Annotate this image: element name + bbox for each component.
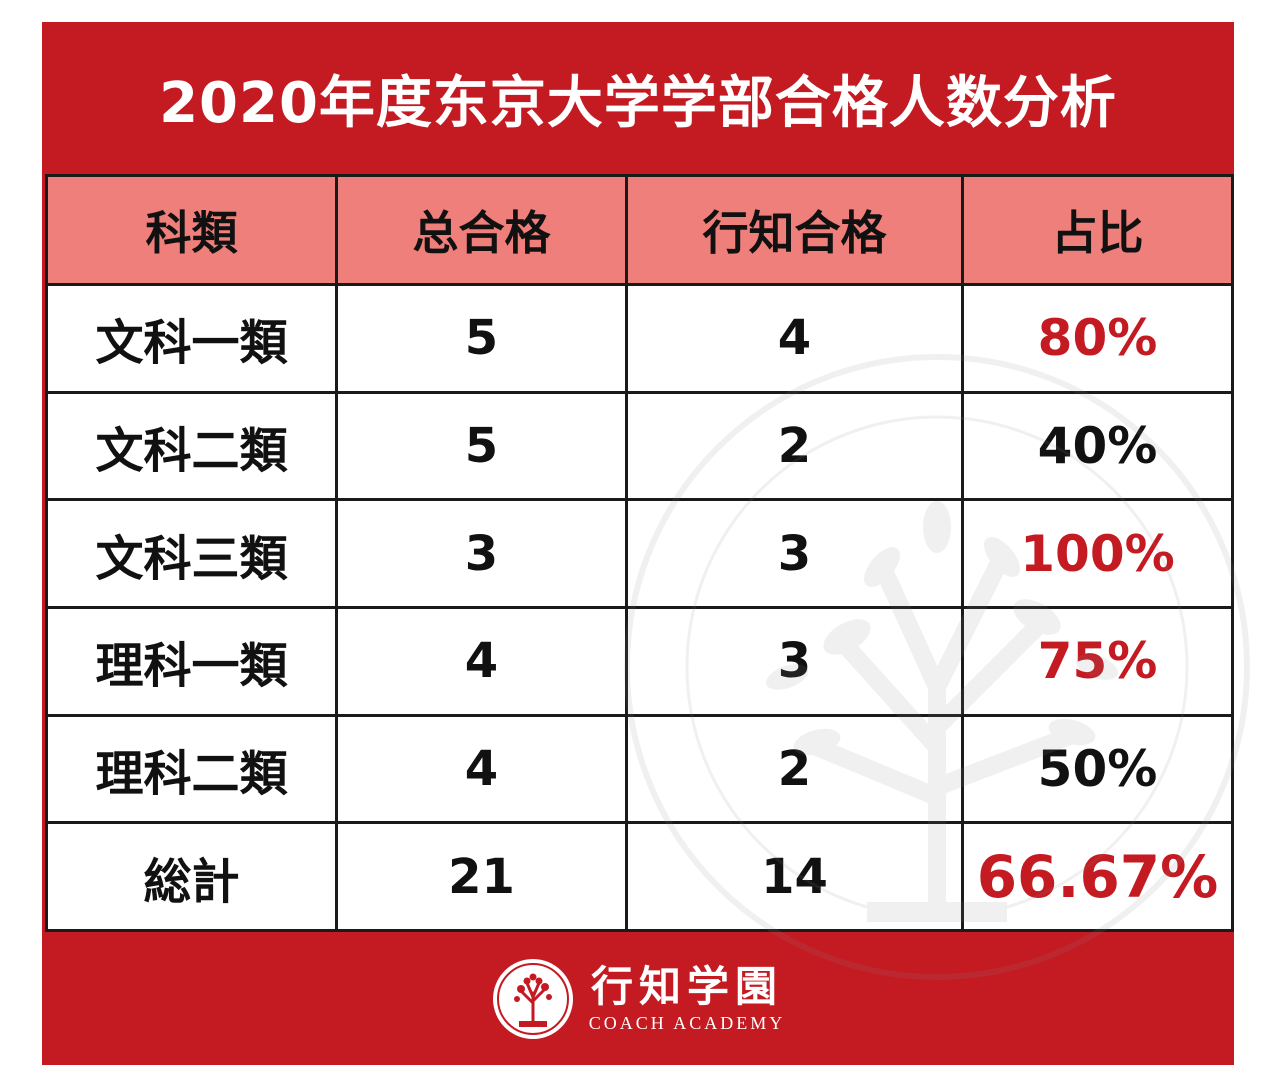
ratio-cell: 75%: [961, 605, 1234, 717]
table-header-row: 科類 总合格 行知合格 占比: [45, 174, 1234, 286]
coach-cell: 3: [625, 605, 964, 717]
coach-cell: 3: [625, 498, 964, 609]
category-cell: 文科二類: [45, 390, 338, 502]
brand-text: 行知学園 COACH ACADEMY: [589, 963, 786, 1034]
total-cell: 5: [335, 390, 628, 502]
page-title: 2020年度东京大学学部合格人数分析: [159, 70, 1117, 136]
column-header-ratio: 占比: [961, 174, 1234, 286]
table-row-total: 総計 21 14 66.67%: [45, 821, 1234, 932]
brand-name-cn: 行知学園: [590, 962, 783, 1011]
table-row: 文科二類 5 2 40%: [45, 390, 1234, 502]
ratio-cell: 100%: [961, 498, 1234, 609]
coach-cell: 2: [625, 713, 964, 825]
table-row: 理科二類 4 2 50%: [45, 713, 1234, 825]
tree-seal-icon: [492, 958, 573, 1039]
ratio-cell: 66.67%: [961, 821, 1234, 932]
table-row: 文科一類 5 4 80%: [45, 283, 1234, 394]
brand-name-en: COACH ACADEMY: [588, 1013, 786, 1033]
total-cell: 4: [335, 605, 628, 717]
column-header-total: 总合格: [335, 174, 628, 286]
category-cell: 文科一類: [45, 283, 338, 394]
column-header-category: 科類: [45, 174, 338, 286]
total-cell: 21: [335, 821, 628, 932]
total-cell: 3: [335, 498, 628, 609]
coach-cell: 4: [625, 283, 964, 394]
table-row: 文科三類 3 3 100%: [45, 498, 1234, 609]
footer-brand: 行知学園 COACH ACADEMY: [42, 932, 1234, 1065]
category-cell: 理科二類: [45, 713, 338, 825]
ratio-cell: 80%: [961, 283, 1234, 394]
coach-cell: 2: [625, 390, 964, 502]
ratio-cell: 40%: [961, 390, 1234, 502]
total-cell: 5: [335, 283, 628, 394]
column-header-coach: 行知合格: [625, 174, 964, 286]
ratio-cell: 50%: [961, 713, 1234, 825]
poster-frame: 2020年度东京大学学部合格人数分析 科類 总合格 行知合格 占比 文科一類 5…: [42, 22, 1250, 1065]
category-cell: 理科一類: [45, 605, 338, 717]
table-row: 理科一類 4 3 75%: [45, 605, 1234, 717]
category-cell: 総計: [45, 821, 338, 932]
total-cell: 4: [335, 713, 628, 825]
admissions-table: 科類 总合格 行知合格 占比 文科一類 5 4 80% 文科二類 5 2 40%…: [45, 174, 1234, 932]
coach-cell: 14: [625, 821, 964, 932]
category-cell: 文科三類: [45, 498, 338, 609]
